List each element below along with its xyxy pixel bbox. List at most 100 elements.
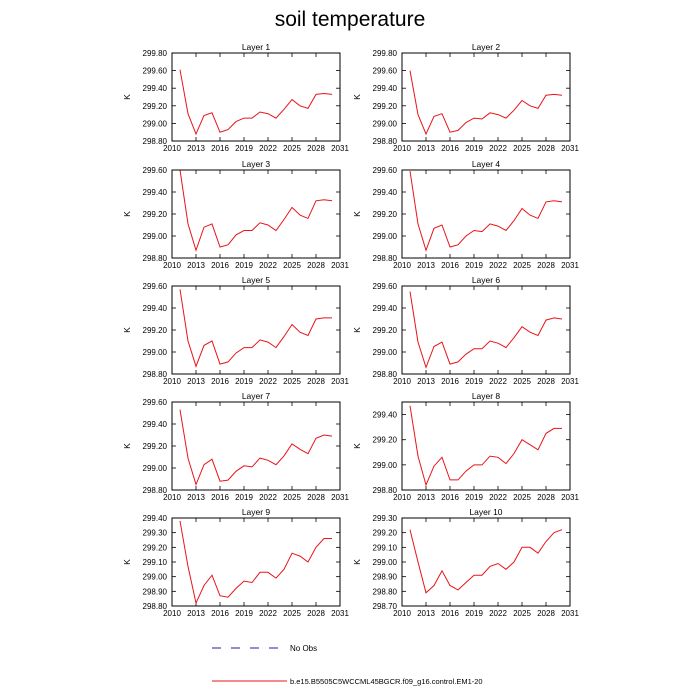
y-tick-label: 299.20 — [143, 442, 168, 451]
y-tick-label: 298.70 — [373, 602, 398, 611]
x-tick-label: 2028 — [307, 261, 325, 270]
x-tick-label: 2016 — [441, 609, 459, 618]
x-tick-label: 2031 — [331, 377, 349, 386]
y-tick-label: 299.00 — [373, 348, 398, 357]
y-axis-label: K — [352, 211, 362, 217]
y-axis-label: K — [122, 443, 132, 449]
x-tick-label: 2010 — [163, 144, 181, 153]
panel-title: Layer 6 — [472, 275, 501, 285]
x-tick-label: 2013 — [187, 609, 205, 618]
x-tick-label: 2025 — [283, 144, 301, 153]
x-tick-label: 2019 — [235, 144, 253, 153]
x-tick-label: 2028 — [307, 377, 325, 386]
plot-frame — [401, 285, 571, 375]
plot-frame — [171, 517, 341, 607]
x-tick-label: 2028 — [307, 493, 325, 502]
y-tick-label: 298.80 — [373, 370, 398, 379]
y-tick-label: 299.20 — [143, 326, 168, 335]
series-line — [179, 520, 332, 605]
panel-title: Layer 1 — [242, 42, 271, 52]
y-tick-label: 299.40 — [143, 84, 168, 93]
x-tick-label: 2016 — [211, 377, 229, 386]
y-axis-label: K — [122, 559, 132, 565]
y-tick-label: 299.60 — [143, 166, 168, 175]
x-tick-label: 2016 — [441, 377, 459, 386]
x-tick-label: 2022 — [489, 493, 507, 502]
x-tick-label: 2028 — [537, 493, 555, 502]
x-tick-label: 2025 — [513, 144, 531, 153]
y-tick-label: 299.00 — [373, 461, 398, 470]
series-line — [409, 405, 562, 487]
series-line — [409, 529, 563, 594]
y-axis-label: K — [122, 327, 132, 333]
series-line — [179, 69, 333, 136]
x-tick-label: 2010 — [393, 144, 411, 153]
panel-layer-10: Layer 10 K 2010 2013 2016 2019 2022 2025 2028 203… — [352, 507, 579, 618]
y-tick-label: 299.60 — [373, 282, 398, 291]
x-tick-label: 2013 — [417, 144, 435, 153]
y-tick-label: 299.60 — [143, 67, 168, 76]
y-tick-label: 299.00 — [143, 464, 168, 473]
y-tick-label: 299.40 — [373, 188, 398, 197]
panel-title: Layer 10 — [469, 507, 502, 517]
x-tick-label: 2025 — [283, 261, 301, 270]
plot-frame — [401, 401, 571, 491]
x-tick-label: 2010 — [163, 377, 181, 386]
panel-layer-5: Layer 5 K 2010 2013 2016 2019 2022 2025 2028 2031… — [122, 275, 349, 386]
y-tick-label: 299.20 — [373, 326, 398, 335]
x-tick-label: 2010 — [393, 377, 411, 386]
series-line — [179, 169, 333, 252]
x-tick-label: 2031 — [331, 493, 349, 502]
series-line — [409, 291, 563, 369]
x-tick-label: 2010 — [163, 493, 181, 502]
series-line — [179, 289, 332, 368]
panel-title: Layer 8 — [472, 391, 501, 401]
x-tick-label: 2031 — [331, 144, 349, 153]
y-tick-label: 299.00 — [143, 348, 168, 357]
panel-layer-7: Layer 7 K 2010 2013 2016 2019 2022 2025 2028 2031… — [122, 391, 349, 502]
x-tick-label: 2025 — [513, 493, 531, 502]
y-tick-label: 298.80 — [373, 137, 398, 146]
x-tick-label: 2028 — [537, 261, 555, 270]
x-tick-label: 2019 — [465, 144, 483, 153]
x-tick-label: 2031 — [561, 144, 579, 153]
page-title: soil temperature — [274, 8, 426, 31]
panel-title: Layer 7 — [242, 391, 271, 401]
plot-frame — [171, 169, 341, 259]
panel-layer-8: Layer 8 K 2010 2013 2016 2019 2022 2025 2028 2031… — [352, 391, 579, 502]
y-tick-label: 299.40 — [143, 514, 168, 523]
y-tick-label: 298.80 — [373, 254, 398, 263]
x-tick-label: 2010 — [393, 261, 411, 270]
x-tick-label: 2013 — [417, 609, 435, 618]
y-tick-label: 299.40 — [373, 411, 398, 420]
y-tick-label: 299.60 — [373, 67, 398, 76]
x-tick-label: 2031 — [561, 493, 579, 502]
x-tick-label: 2016 — [211, 609, 229, 618]
x-tick-label: 2031 — [331, 609, 349, 618]
x-tick-label: 2025 — [283, 609, 301, 618]
x-tick-label: 2016 — [441, 144, 459, 153]
x-tick-label: 2028 — [537, 609, 555, 618]
y-tick-label: 298.80 — [373, 486, 398, 495]
x-tick-label: 2013 — [417, 377, 435, 386]
x-tick-label: 2031 — [561, 609, 579, 618]
series-line — [409, 70, 563, 136]
x-tick-label: 2016 — [211, 261, 229, 270]
y-tick-label: 299.40 — [143, 304, 168, 313]
x-tick-label: 2010 — [163, 261, 181, 270]
x-tick-label: 2019 — [235, 377, 253, 386]
x-tick-label: 2019 — [465, 377, 483, 386]
y-tick-label: 298.90 — [373, 573, 398, 582]
panel-layer-9: Layer 9 K 2010 2013 2016 2019 2022 2025 2028 2031… — [122, 507, 349, 618]
y-tick-label: 299.00 — [143, 119, 168, 128]
x-tick-label: 2013 — [187, 493, 205, 502]
x-tick-label: 2028 — [307, 144, 325, 153]
y-tick-label: 299.00 — [373, 558, 398, 567]
x-tick-label: 2028 — [307, 609, 325, 618]
y-axis-label: K — [352, 94, 362, 100]
y-tick-label: 299.30 — [373, 514, 398, 523]
y-tick-label: 299.40 — [143, 420, 168, 429]
x-tick-label: 2031 — [561, 261, 579, 270]
x-tick-label: 2010 — [393, 493, 411, 502]
